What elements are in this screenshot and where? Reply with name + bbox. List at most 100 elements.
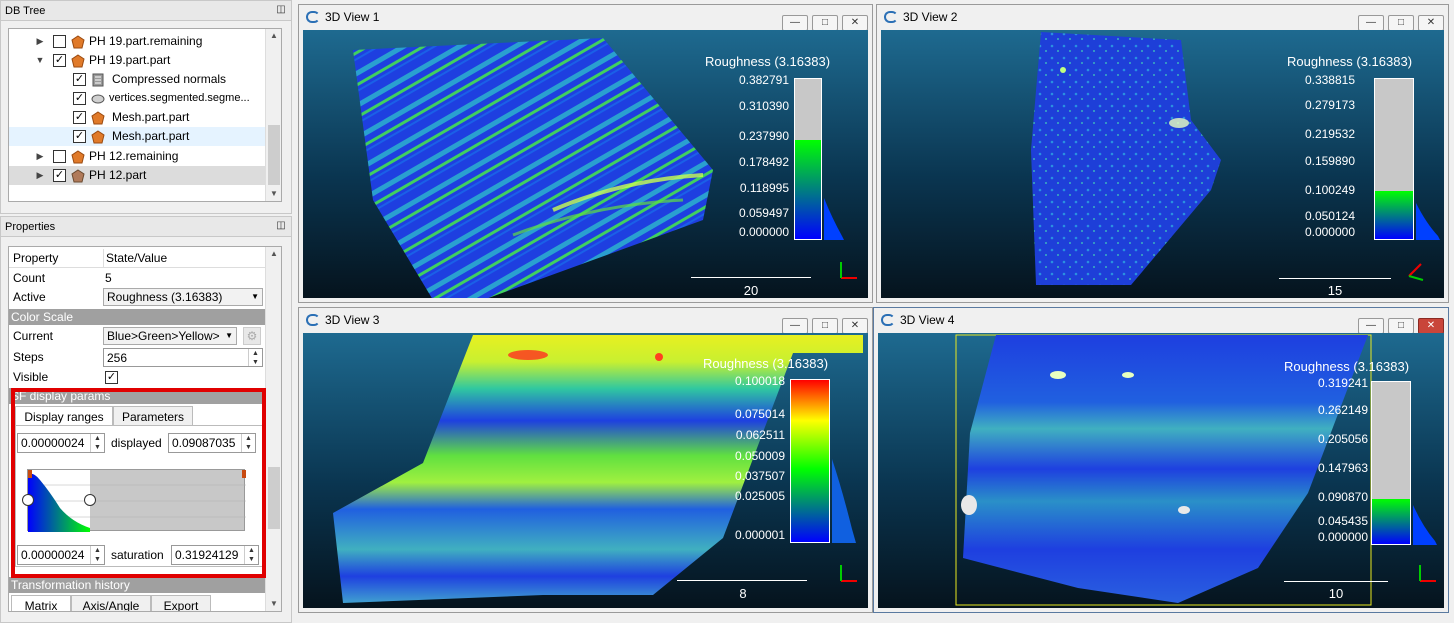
displayed-min-spinbox[interactable]: 0.00000024 ▲ ▼ [17,433,105,453]
view-title: 3D View 2 [903,10,957,24]
saturation-min-value: 0.00000024 [21,548,84,562]
tree-item-vertices[interactable]: ✓ vertices.segmented.segme... [9,89,265,108]
scroll-up-icon[interactable]: ▲ [266,247,282,261]
saturation-min-spinbox[interactable]: 0.00000024 ▲ ▼ [17,545,105,565]
maximize-icon[interactable]: □ [812,15,838,31]
tree-scrollbar[interactable]: ▲ ▼ [265,29,281,201]
sf-tick-label: 0.159890 [1285,154,1355,168]
window-buttons: — □ ✕ [778,312,868,330]
visibility-checkbox[interactable]: ✓ [73,130,86,143]
tree-item-label: Mesh.part.part [112,108,189,127]
tab-display-ranges[interactable]: Display ranges [15,406,113,426]
view-title: 3D View 4 [900,313,954,327]
color-scale-select[interactable]: Blue>Green>Yellow> ▼ [103,327,237,345]
saturation-max-spinbox[interactable]: 0.31924129 ▲ ▼ [171,545,259,565]
minimize-icon[interactable]: — [782,318,808,334]
close-icon[interactable]: ✕ [842,318,868,334]
scroll-down-icon[interactable]: ▼ [266,597,282,611]
displayed-min-value: 0.00000024 [21,436,84,450]
tree-item-compressed-normals[interactable]: ✓ Compressed normals [9,70,265,89]
sf-tick-label: 0.025005 [715,489,785,503]
stepper-arrows-icon[interactable]: ▲ ▼ [248,349,262,366]
min-handle-icon[interactable] [22,494,34,506]
db-tree-title: DB Tree [5,5,45,17]
tree-item-ph12-remaining[interactable]: ▶ PH 12.remaining [9,147,265,166]
view-window-4[interactable]: 3D View 4 — □ ✕ [873,307,1449,613]
expand-arrow-icon[interactable]: ▶ [35,166,45,185]
sf-tick-label: 0.319241 [1298,376,1368,390]
collapse-arrow-icon[interactable]: ▼ [35,51,45,70]
stepper-arrows-icon[interactable]: ▲ ▼ [90,434,104,452]
sf-histogram[interactable] [27,469,245,531]
expand-arrow-icon[interactable]: ▶ [35,147,45,166]
maximize-icon[interactable]: □ [812,318,838,334]
scroll-thumb[interactable] [268,467,280,529]
tree-item-ph19-remaining[interactable]: ▶ PH 19.part.remaining [9,32,265,51]
properties-header-row: Property State/Value [9,249,265,268]
float-icon[interactable]: ◫ [275,4,287,16]
sf-tick-label: 0.338815 [1285,73,1355,87]
3d-canvas[interactable]: Roughness (3.16383) 0.100018 0.075014 0.… [303,333,868,608]
max-handle-icon[interactable] [84,494,96,506]
stepper-arrows-icon[interactable]: ▲ ▼ [244,546,258,564]
maximize-icon[interactable]: □ [1388,318,1414,334]
view-window-1[interactable]: 3D View 1 — □ ✕ Roughness (3.16383) 0.3827… [298,4,873,303]
sf-tick-label: 0.205056 [1298,432,1368,446]
close-icon[interactable]: ✕ [1418,15,1444,31]
close-icon[interactable]: ✕ [842,15,868,31]
scroll-up-icon[interactable]: ▲ [266,29,282,43]
properties-title-bar: Properties ◫ [1,217,291,237]
tree-item-ph12-part[interactable]: ▶ ✓ PH 12.part [9,166,265,185]
minimize-icon[interactable]: — [782,15,808,31]
color-scale-fill [795,140,821,239]
stepper-arrows-icon[interactable]: ▲ ▼ [241,434,255,452]
3d-canvas[interactable]: Roughness (3.16383) 0.338815 0.279173 0.… [881,30,1444,298]
view-window-3[interactable]: 3D View 3 — □ ✕ [298,307,873,613]
view-window-2[interactable]: 3D View 2 — □ ✕ Roughness (3.16383) 0.3388… [876,4,1449,303]
color-scale-bar [794,78,822,240]
float-icon[interactable]: ◫ [275,220,287,232]
point-cloud-render [881,30,1444,298]
visibility-checkbox[interactable]: ✓ [53,54,66,67]
stepper-arrows-icon[interactable]: ▲ ▼ [90,546,104,564]
visibility-checkbox[interactable]: ✓ [73,73,86,86]
close-icon[interactable]: ✕ [1418,318,1444,334]
saturation-max-value: 0.31924129 [175,548,238,562]
tree-item-ph19-part[interactable]: ▼ ✓ PH 19.part.part [9,51,265,70]
sf-tick-label: 0.178492 [719,155,789,169]
minimize-icon[interactable]: — [1358,318,1384,334]
tab-export[interactable]: Export [151,595,211,612]
displayed-max-spinbox[interactable]: 0.09087035 ▲ ▼ [168,433,256,453]
maximize-icon[interactable]: □ [1388,15,1414,31]
axis-trihedron-icon [1403,258,1427,282]
visibility-checkbox[interactable] [53,150,66,163]
visibility-checkbox[interactable] [53,35,66,48]
gear-icon[interactable]: ⚙ [243,327,261,345]
scroll-thumb[interactable] [268,125,280,185]
mesh-icon [71,35,85,49]
expand-arrow-icon[interactable]: ▶ [35,32,45,51]
3d-canvas[interactable]: Roughness (3.16383) 0.382791 0.310390 0.… [303,30,868,298]
minimize-icon[interactable]: — [1358,15,1384,31]
current-row: Current Blue>Green>Yellow> ▼ ⚙ [9,327,265,346]
visibility-checkbox[interactable]: ✓ [73,92,86,105]
visibility-checkbox[interactable]: ✓ [53,169,66,182]
column-header-property: Property [13,249,58,268]
histogram-sidebar [1416,78,1440,240]
sf-tick-label: 0.100249 [1285,183,1355,197]
active-sf-select[interactable]: Roughness (3.16383) ▼ [103,288,263,306]
properties-scrollbar[interactable]: ▲ ▼ [265,247,281,611]
cloudcompare-logo-icon [884,11,898,23]
chevron-down-icon: ▼ [225,328,233,344]
scroll-down-icon[interactable]: ▼ [266,187,282,201]
visible-checkbox[interactable]: ✓ [105,371,118,384]
tab-axis-angle[interactable]: Axis/Angle [71,595,151,612]
tree-item-mesh-part-2[interactable]: ✓ Mesh.part.part [9,127,265,146]
tab-parameters[interactable]: Parameters [113,406,193,426]
visibility-checkbox[interactable]: ✓ [73,111,86,124]
tree-item-mesh-part-1[interactable]: ✓ Mesh.part.part [9,108,265,127]
steps-spinbox[interactable]: 256 ▲ ▼ [103,348,263,367]
tab-matrix[interactable]: Matrix [11,595,71,612]
color-scale-bar [1374,78,1414,240]
3d-canvas[interactable]: Roughness (3.16383) 0.319241 0.262149 0.… [878,333,1444,608]
